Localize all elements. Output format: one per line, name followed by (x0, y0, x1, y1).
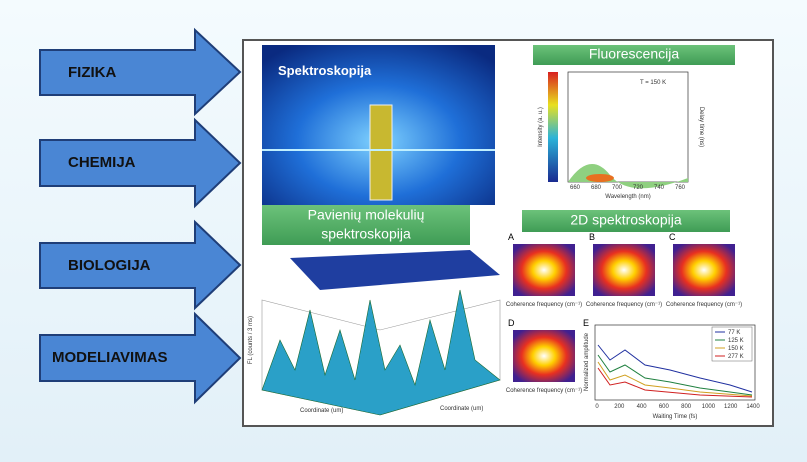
curve (597, 361, 753, 397)
map (513, 330, 575, 382)
arrow-label: FIZIKA (68, 64, 116, 81)
panel-label: Fluorescencija (589, 46, 679, 62)
curve (597, 354, 753, 396)
curve (597, 344, 753, 393)
y-label: Coordinate (um) (440, 406, 483, 412)
y-label: Intensity (a. u.) (538, 107, 544, 147)
cuvette (369, 104, 393, 201)
surface-top (290, 250, 500, 290)
x-tick-label: 800 (681, 404, 692, 410)
x-tick-label: 720 (633, 185, 644, 191)
x-tick-label: 1200 (724, 404, 738, 410)
x-tick-label: 760 (675, 185, 686, 191)
photo-label: Spektroskopija (278, 63, 372, 78)
x-tick-label: 700 (612, 185, 623, 191)
x-label: Coordinate (um) (300, 408, 343, 414)
x-tick-label: 740 (654, 185, 665, 191)
panel-letter: C (669, 232, 676, 242)
x-tick-label: 600 (659, 404, 670, 410)
x-tick-label: 660 (570, 185, 581, 191)
panel-letter: A (508, 232, 514, 242)
map (673, 244, 735, 296)
twod-plots: A B C D E Coherence frequency (cm⁻¹) Coh… (506, 232, 742, 394)
x-tick-label: 1400 (746, 404, 760, 410)
surface (261, 289, 501, 416)
y-label: Normalized amplitude (584, 332, 590, 391)
legend-label: 150 K (728, 346, 744, 352)
cloud (568, 164, 688, 189)
cloud (586, 174, 614, 182)
map (593, 244, 655, 296)
label-box (522, 210, 730, 232)
x-tick-label: 680 (591, 185, 602, 191)
arrow-label: BIOLOGIJA (68, 257, 151, 274)
note: T = 150 K (640, 80, 666, 86)
arrow (39, 117, 242, 209)
x-tick-label: 0 (595, 404, 599, 410)
axis-label: Coherence frequency (cm⁻¹) (666, 302, 742, 308)
legend-label: 125 K (728, 338, 744, 344)
arrow (39, 27, 242, 117)
panel-label: spektroskopija (321, 226, 411, 242)
arrows (39, 27, 242, 405)
y2-label: Delay time (ns) (698, 107, 704, 147)
axis-label: Coherence frequency (cm⁻¹) (506, 302, 582, 308)
x-tick-label: 400 (637, 404, 648, 410)
label-box (262, 205, 470, 245)
legend-label: 77 K (728, 330, 740, 336)
axis-label: Coherence frequency (cm⁻¹) (506, 388, 582, 394)
x-label: Waiting Time (fs) (653, 414, 698, 420)
decay-plot: Waiting Time (fs) Normalized amplitude 0… (584, 324, 760, 420)
map (513, 244, 575, 296)
z-label: FL (counts / 3 ms) (248, 316, 254, 364)
panel-label: Pavienių molekulių (308, 207, 425, 223)
x-tick-label: 1000 (702, 404, 716, 410)
panel-letter: E (583, 318, 589, 328)
panel-letter: D (508, 318, 515, 328)
x-label: Wavelength (nm) (605, 194, 650, 200)
x-tick-label: 200 (614, 404, 625, 410)
arrow (39, 311, 242, 405)
panel-letter: B (589, 232, 595, 242)
label-box (533, 45, 735, 65)
curve (597, 367, 753, 398)
fluor-plot: T = 150 K Wavelength (nm) Intensity (a. … (538, 71, 704, 200)
colorbar (548, 72, 558, 182)
plot-area (567, 71, 689, 183)
arrow (39, 219, 242, 311)
axis-label: Coherence frequency (cm⁻¹) (586, 302, 662, 308)
surface-plot: FL (counts / 3 ms) Coordinate (um) Coord… (248, 250, 501, 416)
arrow-label: MODELIAVIMAS (52, 349, 168, 366)
panel-label: 2D spektroskopija (570, 212, 681, 228)
legend-box (711, 326, 753, 362)
legend-label: 277 K (728, 354, 744, 360)
arrow-label: CHEMIJA (68, 154, 136, 171)
